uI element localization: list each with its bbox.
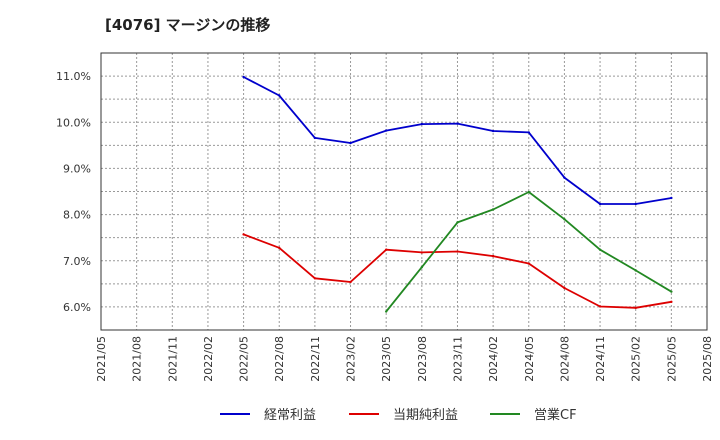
x-tick-label: 2022/02 xyxy=(202,336,215,382)
data-point xyxy=(349,280,352,284)
data-point xyxy=(242,75,245,79)
data-point xyxy=(242,233,245,236)
data-point xyxy=(384,310,388,313)
x-tick-label: 2023/02 xyxy=(345,336,358,382)
data-point xyxy=(598,202,602,206)
y-tick-label: 8.0% xyxy=(63,209,91,222)
x-tick-label: 2025/08 xyxy=(701,336,714,382)
data-point xyxy=(313,277,317,280)
data-point xyxy=(420,266,424,269)
plot-frame xyxy=(100,52,708,331)
x-tick-label: 2024/11 xyxy=(594,336,607,382)
axis-labels: 2021/05 2021/08 2021/11 2022/02 2022/05 2022/… xyxy=(56,70,714,382)
x-tick-label: 2025/02 xyxy=(630,336,643,382)
data-point xyxy=(491,254,495,258)
y-tick-label: 10.0% xyxy=(56,116,91,129)
data-point xyxy=(420,251,424,254)
series-lines xyxy=(242,75,673,313)
data-point xyxy=(420,122,424,126)
legend-label: 経常利益 xyxy=(264,408,316,423)
x-tick-label: 2024/08 xyxy=(558,336,571,382)
data-point xyxy=(563,286,566,290)
data-point xyxy=(349,141,352,145)
data-point xyxy=(670,290,673,293)
x-tick-label: 2021/05 xyxy=(95,336,108,382)
data-point xyxy=(634,306,637,310)
x-tick-label: 2022/05 xyxy=(238,336,251,382)
data-point xyxy=(456,250,459,253)
legend-label: 当期純利益 xyxy=(393,408,458,423)
data-point xyxy=(670,300,673,304)
data-point xyxy=(491,208,495,211)
legend-label: 営業CF xyxy=(534,407,577,423)
data-point xyxy=(456,221,459,224)
data-point xyxy=(598,248,602,251)
y-tick-label: 7.0% xyxy=(63,255,91,268)
data-point xyxy=(384,129,388,132)
y-tick-label: 6.0% xyxy=(63,301,91,314)
x-tick-label: 2022/11 xyxy=(309,336,322,382)
data-point xyxy=(313,136,317,140)
data-point xyxy=(634,202,637,206)
data-point xyxy=(563,218,566,221)
data-point xyxy=(527,131,530,134)
series-line xyxy=(243,76,672,205)
data-point xyxy=(278,94,281,97)
data-point xyxy=(527,190,530,194)
data-point xyxy=(527,262,530,265)
x-tick-label: 2024/05 xyxy=(523,336,536,382)
x-tick-label: 2021/08 xyxy=(131,336,144,382)
x-tick-label: 2023/05 xyxy=(380,336,393,382)
x-tick-label: 2022/08 xyxy=(273,336,286,382)
data-point xyxy=(278,246,281,250)
x-tick-label: 2023/11 xyxy=(451,336,464,382)
legend: 経常利益 当期純利益 営業CF xyxy=(220,407,577,423)
y-tick-label: 11.0% xyxy=(56,70,91,83)
data-point xyxy=(384,248,388,251)
data-point xyxy=(670,196,673,200)
data-point xyxy=(491,129,495,133)
x-tick-label: 2021/11 xyxy=(166,336,179,382)
x-tick-label: 2025/05 xyxy=(665,336,678,382)
x-tick-label: 2024/02 xyxy=(487,336,500,382)
chart-title: [4076] マージンの推移 xyxy=(105,16,271,34)
data-point xyxy=(563,176,566,179)
data-point xyxy=(598,305,602,308)
data-point xyxy=(456,122,459,125)
y-tick-label: 9.0% xyxy=(63,162,91,175)
x-tick-label: 2023/08 xyxy=(416,336,429,382)
data-point xyxy=(634,269,637,272)
